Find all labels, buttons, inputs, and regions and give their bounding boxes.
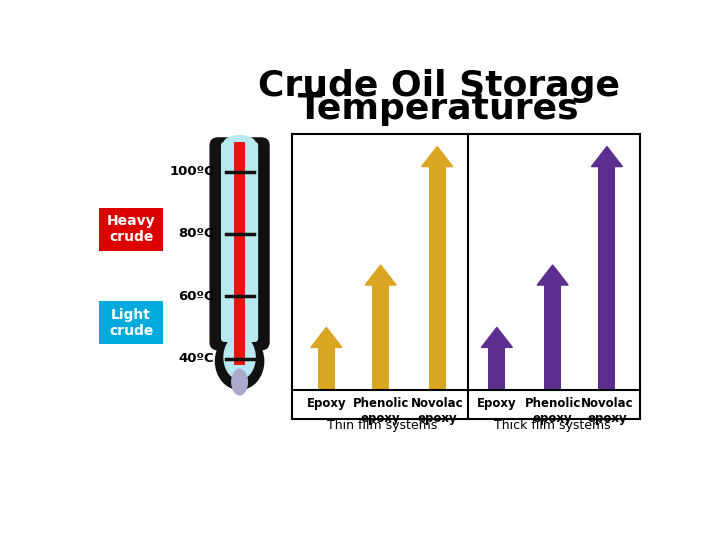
Text: Phenolic
epoxy: Phenolic epoxy bbox=[524, 397, 581, 426]
Text: Phenolic
epoxy: Phenolic epoxy bbox=[352, 397, 409, 426]
Text: Epoxy: Epoxy bbox=[307, 397, 346, 410]
Ellipse shape bbox=[231, 369, 248, 395]
Text: 100ºC: 100ºC bbox=[169, 165, 214, 178]
Text: Heavy
crude: Heavy crude bbox=[107, 214, 156, 244]
Text: Light
crude: Light crude bbox=[109, 308, 153, 338]
Polygon shape bbox=[591, 146, 622, 167]
Bar bbox=[488, 347, 505, 390]
Text: Thick film systems: Thick film systems bbox=[494, 418, 611, 431]
Text: Novolac
epoxy: Novolac epoxy bbox=[580, 397, 633, 426]
Text: Epoxy: Epoxy bbox=[477, 397, 517, 410]
Ellipse shape bbox=[223, 335, 256, 380]
Bar bbox=[234, 142, 245, 365]
Polygon shape bbox=[365, 265, 396, 285]
Text: Novolac
epoxy: Novolac epoxy bbox=[411, 397, 464, 426]
Ellipse shape bbox=[223, 135, 256, 152]
Polygon shape bbox=[537, 265, 568, 285]
Bar bbox=[428, 167, 446, 390]
Bar bbox=[318, 347, 335, 390]
Polygon shape bbox=[422, 146, 453, 167]
Ellipse shape bbox=[215, 333, 264, 390]
Bar bbox=[372, 285, 389, 390]
FancyBboxPatch shape bbox=[99, 301, 163, 345]
FancyBboxPatch shape bbox=[99, 207, 163, 251]
FancyBboxPatch shape bbox=[221, 142, 258, 342]
Text: Crude Oil Storage: Crude Oil Storage bbox=[258, 69, 620, 103]
Bar bbox=[598, 167, 616, 390]
Text: Temperatures: Temperatures bbox=[298, 92, 580, 126]
Text: 80ºC: 80ºC bbox=[179, 227, 214, 240]
Polygon shape bbox=[311, 327, 342, 347]
Polygon shape bbox=[482, 327, 513, 347]
Text: Thin film systems: Thin film systems bbox=[327, 418, 437, 431]
Text: 60ºC: 60ºC bbox=[179, 290, 214, 303]
Text: 40ºC: 40ºC bbox=[179, 352, 214, 365]
FancyBboxPatch shape bbox=[210, 138, 269, 350]
Bar bbox=[544, 285, 561, 390]
